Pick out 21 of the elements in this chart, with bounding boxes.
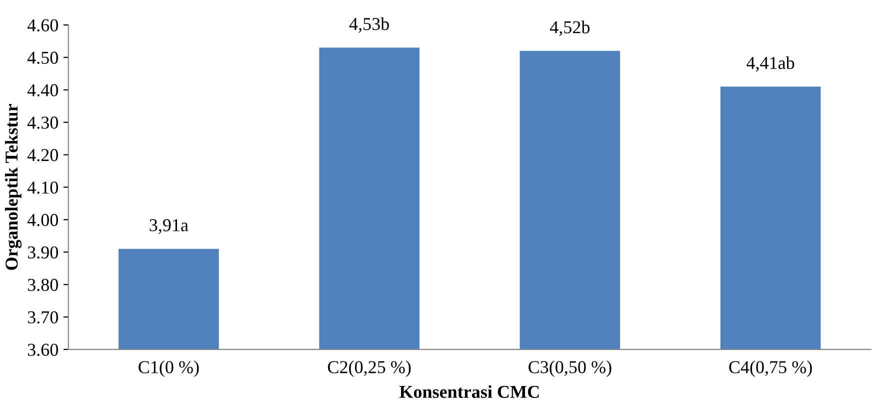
y-tick-label: 3.80 (28, 278, 58, 292)
y-tick-label: 4.20 (27, 149, 58, 162)
y-tick-label: 4.50 (27, 52, 58, 64)
y-tick-label: 4.10 (27, 181, 58, 194)
x-tick-label: C4(0,75 %) (729, 360, 812, 377)
data-label: 4,53b (349, 17, 389, 33)
data-label: 3,91a (150, 219, 188, 234)
x-tick-label: C3(0,50 %) (528, 360, 612, 377)
y-tick-label: 3.70 (28, 311, 58, 324)
data-label: 4,52b (550, 20, 590, 36)
y-tick-label: 4.60 (27, 19, 58, 32)
x-tick-label: C2(0,25 %) (328, 360, 411, 377)
x-tick-label: C1(0 %) (138, 360, 199, 377)
x-axis-title: Konsentrasi CMC (399, 385, 539, 398)
y-tick-label: 4.40 (27, 84, 58, 96)
y-tick-label: 3.60 (28, 344, 58, 356)
y-tick-label: 3.90 (28, 246, 58, 259)
data-label: 4,41ab (746, 56, 794, 72)
y-axis-title: Organoleptik Tekstur (5, 104, 22, 270)
y-tick-label: 4.30 (27, 116, 58, 129)
y-tick-label: 4.00 (27, 214, 58, 226)
